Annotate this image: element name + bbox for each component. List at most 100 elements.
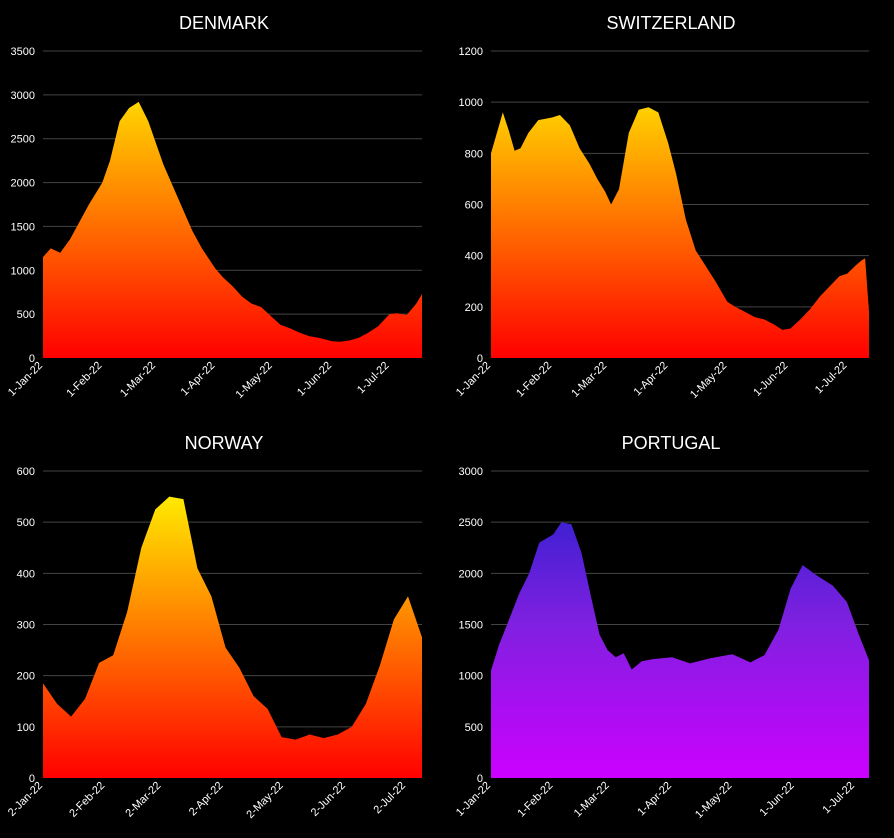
data-point: [605, 191, 606, 192]
data-point: [421, 293, 422, 294]
data-point: [309, 734, 310, 735]
data-point: [129, 107, 130, 108]
data-point: [272, 317, 273, 318]
y-tick-label: 3000: [459, 466, 483, 478]
data-point: [764, 319, 765, 320]
data-point: [148, 121, 149, 122]
x-tick-label: 1-Mar-22: [569, 360, 609, 400]
data-point: [597, 178, 598, 179]
y-tick-label: 800: [465, 148, 483, 160]
x-tick-label: 1-Apr-22: [635, 780, 674, 819]
data-point: [102, 182, 103, 183]
x-tick-label: 1-Jul-22: [813, 360, 850, 397]
data-point: [127, 611, 128, 612]
data-point: [393, 619, 394, 620]
x-tick-label: 1-Jun-22: [295, 360, 334, 399]
x-tick-label: 1-Jan-22: [454, 780, 493, 819]
x-tick-label: 1-Apr-22: [632, 360, 671, 399]
data-point: [514, 150, 515, 151]
data-point: [579, 148, 580, 149]
data-point: [280, 324, 281, 325]
data-point: [368, 332, 369, 333]
data-point: [778, 629, 779, 630]
y-tick-label: 1000: [11, 265, 35, 277]
data-point: [232, 286, 233, 287]
data-point: [222, 277, 223, 278]
y-tick-label: 200: [465, 302, 483, 314]
chart-title: SWITZERLAND: [606, 13, 735, 33]
data-point: [141, 547, 142, 548]
y-tick-label: 400: [465, 251, 483, 263]
data-point: [658, 112, 659, 113]
x-tick-label: 1-May-22: [688, 360, 729, 401]
data-point: [802, 565, 803, 566]
data-point: [800, 319, 801, 320]
x-tick-label: 1-Mar-22: [118, 360, 158, 400]
x-tick-label: 1-Jun-22: [758, 780, 797, 819]
data-point: [349, 340, 350, 341]
data-point: [490, 670, 491, 671]
data-point: [261, 307, 262, 308]
data-point: [225, 647, 226, 648]
data-point: [754, 317, 755, 318]
data-point: [183, 499, 184, 500]
y-tick-label: 1000: [459, 97, 483, 109]
data-point: [365, 703, 366, 704]
data-point: [253, 696, 254, 697]
data-point: [42, 257, 43, 258]
y-tick-label: 0: [29, 353, 35, 365]
data-point: [774, 324, 775, 325]
data-point: [868, 311, 869, 312]
data-point: [358, 337, 359, 338]
data-point: [389, 314, 390, 315]
data-point: [299, 332, 300, 333]
data-point: [109, 160, 110, 161]
x-tick-label: 1-Jul-22: [820, 780, 857, 817]
data-point: [281, 737, 282, 738]
data-point: [641, 661, 642, 662]
data-point: [508, 130, 509, 131]
data-point: [868, 660, 869, 661]
data-point: [211, 596, 212, 597]
x-tick-label: 2-Mar-22: [123, 780, 163, 820]
y-tick-label: 500: [17, 517, 35, 529]
data-point: [169, 496, 170, 497]
data-point: [520, 148, 521, 149]
data-point: [618, 189, 619, 190]
norway-chart: NORWAY 0 100 200 300 400 500 600 2-Jan-22 2-Feb-…: [6, 433, 422, 821]
y-tick-label: 500: [17, 309, 35, 321]
data-point: [496, 132, 497, 133]
data-point: [351, 726, 352, 727]
x-tick-label: 1-May-22: [693, 780, 734, 821]
data-point: [750, 662, 751, 663]
data-point: [846, 601, 847, 602]
data-point: [559, 114, 560, 115]
data-point: [651, 659, 652, 660]
data-point: [539, 542, 540, 543]
data-point: [56, 703, 57, 704]
data-point: [861, 260, 862, 261]
data-point: [611, 204, 612, 205]
data-point: [855, 265, 856, 266]
data-point: [318, 337, 319, 338]
denmark-chart: DENMARK 0 500 1000 1500 2000 2500 3000 3500 1-Ja…: [6, 13, 422, 401]
data-point: [173, 186, 174, 187]
data-point: [715, 281, 716, 282]
data-point: [379, 665, 380, 666]
y-tick-label: 500: [465, 722, 483, 734]
data-point: [569, 125, 570, 126]
data-point: [182, 208, 183, 209]
y-tick-label: 0: [29, 773, 35, 785]
x-tick-label: 1-Feb-22: [515, 780, 555, 820]
y-tick-label: 600: [465, 200, 483, 212]
data-point: [648, 107, 649, 108]
data-point: [50, 248, 51, 249]
chart-title: NORWAY: [185, 433, 264, 453]
data-point: [416, 303, 417, 304]
data-point: [529, 573, 530, 574]
data-point: [323, 738, 324, 739]
data-point: [553, 534, 554, 535]
data-point: [490, 153, 491, 154]
data-point: [819, 296, 820, 297]
